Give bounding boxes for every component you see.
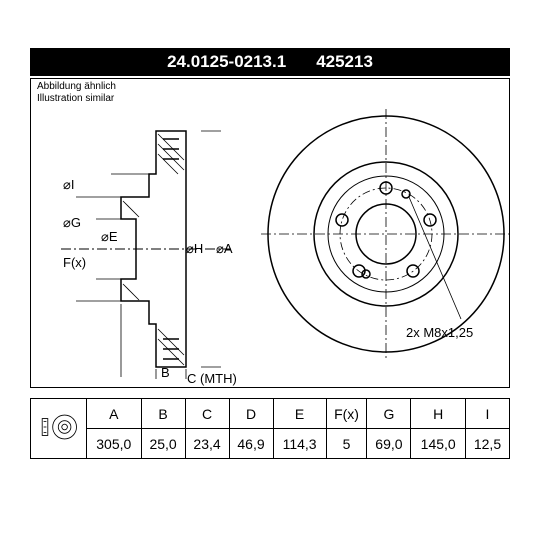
val-I: 12,5 [465, 429, 509, 459]
label-thread-note: 2x M8x1,25 [406, 325, 473, 340]
col-I: I [465, 399, 509, 429]
val-A: 305,0 [87, 429, 142, 459]
side-view-drawing: ⌀I ⌀G ⌀E F(x) B D [61, 119, 231, 379]
drawing-frame: Abbildung ähnlich Illustration similar [30, 78, 510, 388]
col-C: C [185, 399, 229, 429]
col-D: D [229, 399, 273, 429]
table-value-row: 305,0 25,0 23,4 46,9 114,3 5 69,0 145,0 … [31, 429, 510, 459]
val-Fx: 5 [326, 429, 367, 459]
val-E: 114,3 [273, 429, 326, 459]
subheader: Abbildung ähnlich Illustration similar [37, 81, 116, 105]
label-B: B [161, 365, 170, 379]
val-H: 145,0 [411, 429, 466, 459]
label-diaH: ⌀H [186, 241, 203, 257]
label-diaG: ⌀G [63, 215, 81, 230]
col-G: G [367, 399, 411, 429]
col-H: H [411, 399, 466, 429]
label-Fx: F(x) [63, 255, 86, 270]
label-diaA: ⌀A [216, 241, 233, 257]
front-view-drawing: 2x M8x1,25 [261, 94, 511, 374]
val-D: 46,9 [229, 429, 273, 459]
val-C: 23,4 [185, 429, 229, 459]
header-bar: 24.0125-0213.1 425213 [30, 48, 510, 76]
label-C: C (MTH) [187, 371, 237, 386]
col-E: E [273, 399, 326, 429]
label-diaE: ⌀E [101, 229, 118, 244]
part-code: 425213 [316, 52, 373, 72]
disc-icon-cell [31, 399, 87, 459]
val-B: 25,0 [141, 429, 185, 459]
col-A: A [87, 399, 142, 429]
subheader-line2: Illustration similar [37, 93, 116, 105]
dimension-table: A B C D E F(x) G H I 305,0 25,0 23,4 46,… [30, 398, 510, 459]
label-diaI: ⌀I [63, 177, 74, 192]
brake-disc-icon [38, 413, 80, 441]
subheader-line1: Abbildung ähnlich [37, 81, 116, 93]
col-B: B [141, 399, 185, 429]
table-header-row: A B C D E F(x) G H I [31, 399, 510, 429]
label-D: D [123, 377, 132, 379]
val-G: 69,0 [367, 429, 411, 459]
part-number: 24.0125-0213.1 [167, 52, 286, 72]
col-Fx: F(x) [326, 399, 367, 429]
